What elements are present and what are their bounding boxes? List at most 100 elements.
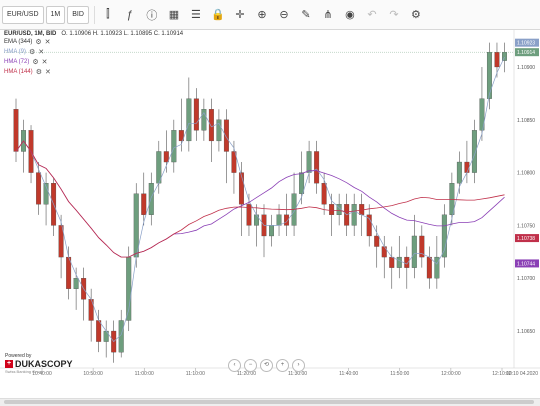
time-edge-label: 12:10 04.2020 (506, 371, 538, 375)
close-icon[interactable]: ✕ (38, 49, 45, 56)
candle-body (494, 52, 500, 68)
period-selector[interactable]: 1M (45, 5, 66, 24)
candle-body (321, 183, 327, 205)
candle-body (103, 330, 109, 342)
candle-body (396, 256, 402, 268)
horizontal-scrollbar[interactable] (0, 398, 540, 406)
side-selector[interactable]: BID (67, 5, 89, 24)
candle-body (216, 119, 222, 142)
price-badge (515, 38, 539, 47)
candle-body (411, 235, 417, 268)
zoom-in-icon[interactable]: ⊕ (257, 9, 267, 21)
price-chart[interactable]: 1.10900 1.10850 1.10800 1.10750 1.10700 1.106… (0, 30, 540, 375)
chart-navigation: ‹ − ⟲ + › (228, 359, 305, 372)
gear-icon[interactable]: ⚙ (32, 59, 39, 66)
candle-body (231, 151, 237, 173)
candle-body (434, 256, 440, 279)
share-icon[interactable]: ⋔ (323, 9, 333, 21)
scroll-left-icon[interactable]: ‹ (228, 359, 241, 372)
reset-nav-icon[interactable]: ⟲ (260, 359, 273, 372)
price-badge (515, 48, 539, 57)
indicator-label: HMA (9) (4, 49, 27, 55)
candle-body (374, 235, 380, 247)
candle-body (238, 172, 244, 205)
candle-body (156, 151, 162, 184)
candle-body (223, 119, 229, 152)
candle-body (441, 214, 447, 258)
candle-body (366, 214, 372, 237)
time-tick-label: 11:00:00 (135, 371, 154, 375)
candle-body (404, 256, 410, 268)
candle-body (66, 256, 72, 289)
redo-icon[interactable]: ↷ (389, 9, 399, 21)
price-badge-label: 1.10738 (517, 236, 535, 242)
candle-body (284, 214, 290, 226)
gear-icon[interactable]: ⚙ (29, 49, 36, 56)
brand-name: + DUKASCOPY (5, 359, 73, 369)
ohlc-values: O. 1.10906 H. 1.10923 L. 1.10895 C. 1.10… (61, 31, 184, 37)
zoom-in-nav-icon[interactable]: + (276, 359, 289, 372)
candle-body (171, 130, 177, 163)
undo-icon[interactable]: ↶ (367, 9, 377, 21)
close-icon[interactable]: ✕ (44, 39, 51, 46)
time-tick-label: 11:20:00 (237, 371, 256, 375)
candle-body (351, 204, 357, 226)
chart-type-icon[interactable]: ⫿ (106, 8, 110, 20)
eye-icon[interactable]: ◉ (345, 9, 355, 21)
draw-icon[interactable]: ✎ (301, 9, 311, 21)
candle-body (201, 109, 207, 131)
close-icon[interactable]: ✕ (41, 59, 48, 66)
swiss-flag-icon: + (5, 360, 13, 368)
price-tick-label: 1.10900 (517, 65, 535, 71)
candle-body (269, 225, 274, 237)
lock-icon[interactable]: 🔒 (211, 9, 225, 21)
time-tick-label: 12:00:00 (441, 371, 461, 375)
zoom-out-icon[interactable]: ⊖ (279, 9, 289, 21)
instrument-selector[interactable]: EUR/USD (2, 5, 44, 24)
candle-body (43, 183, 49, 205)
candle-body (449, 183, 455, 215)
price-tick-label: 1.10850 (517, 118, 535, 124)
settings-icon[interactable]: ⚙ (410, 9, 421, 21)
crosshair-icon[interactable]: ✛ (235, 9, 245, 21)
close-icon[interactable]: ✕ (44, 69, 51, 76)
candle-body (486, 52, 492, 99)
info-icon[interactable]: ⓘ (146, 9, 158, 22)
candle-body (381, 246, 387, 258)
brand-text: DUKASCOPY (15, 359, 73, 369)
price-badge-label: 1.10923 (517, 41, 535, 47)
time-tick-label: 11:40:00 (339, 371, 358, 375)
price-tick-label: 1.10650 (517, 329, 535, 335)
scrollbar-thumb[interactable] (4, 400, 534, 404)
indicator-label: HMA (144) (4, 69, 33, 75)
scroll-right-icon[interactable]: › (292, 359, 305, 372)
toolbar: EUR/USD 1M BID ⫿ ƒ ⓘ ▦ ☰ 🔒 ✛ ⊕ ⊖ ✎ ⋔ ◉ ↶… (0, 0, 540, 30)
brand-subtitle: Swiss Banking Group (5, 369, 44, 374)
gear-icon[interactable]: ⚙ (35, 39, 42, 46)
candle-body (479, 98, 485, 131)
list-icon[interactable]: ☰ (190, 9, 201, 21)
indicator-row-hma72: HMA (72) ⚙ ✕ (4, 58, 48, 66)
chart-info: EUR/USD, 1M, BID O. 1.10906 H. 1.10923 L… (4, 31, 183, 37)
candle-body (13, 109, 19, 152)
side-label: BID (72, 11, 84, 18)
indicators-icon[interactable]: ƒ (126, 8, 133, 21)
candle-body (36, 172, 42, 205)
candle-body (314, 151, 320, 184)
candle-body (276, 214, 282, 226)
time-tick-label: 12:10:00 (492, 371, 512, 375)
price-tick-label: 1.10700 (517, 276, 535, 282)
candle-body (456, 161, 462, 184)
candle-body (389, 256, 395, 268)
price-badge-label: 1.10914 (517, 50, 535, 56)
candle-body (254, 214, 259, 226)
hma-9-line (15, 56, 505, 343)
gear-icon[interactable]: ⚙ (35, 69, 42, 76)
price-badge (515, 259, 539, 268)
price-tick-label: 1.10800 (517, 171, 535, 177)
zoom-out-nav-icon[interactable]: − (244, 359, 257, 372)
period-label: 1M (50, 11, 61, 18)
table-icon[interactable]: ▦ (168, 9, 180, 21)
candle-body (419, 235, 425, 258)
candle-body (502, 52, 507, 61)
